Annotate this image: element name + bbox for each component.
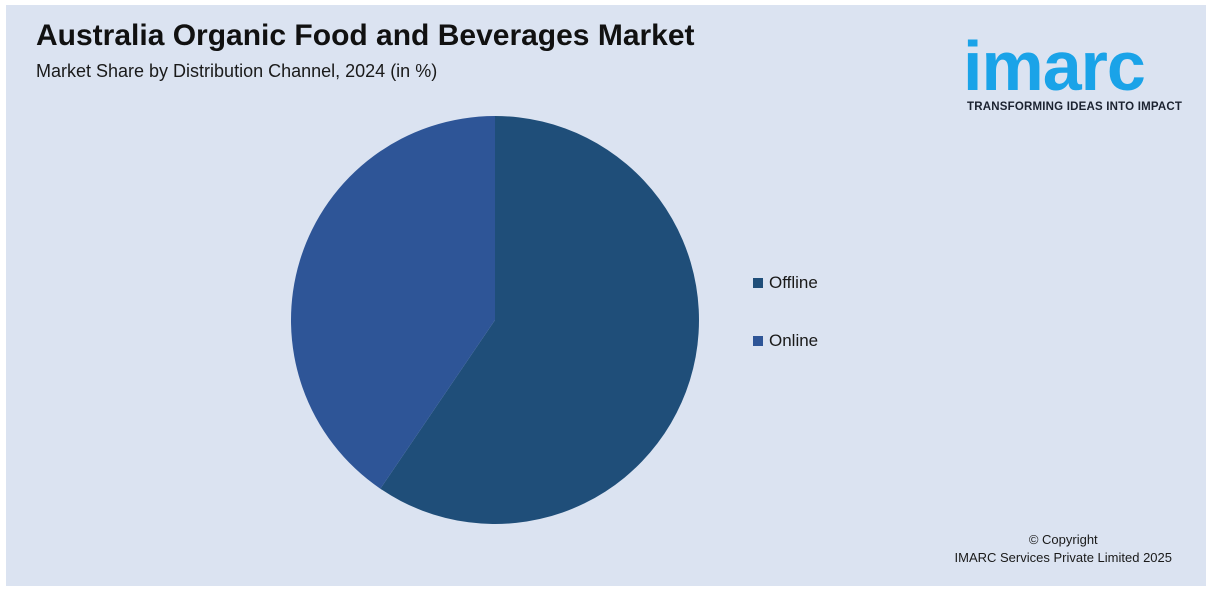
legend-swatch bbox=[753, 278, 763, 288]
chart-legend: Offline Online bbox=[753, 273, 818, 389]
chart-subtitle: Market Share by Distribution Channel, 20… bbox=[36, 61, 438, 81]
copyright-line-1: © Copyright bbox=[1028, 532, 1098, 547]
copyright-notice: © Copyright IMARC Services Private Limit… bbox=[955, 531, 1172, 567]
legend-item-offline: Offline bbox=[753, 273, 818, 293]
legend-label: Online bbox=[769, 331, 819, 350]
legend-label: Offline bbox=[769, 273, 818, 292]
chart-frame: Australia Organic Food and Beverages Mar… bbox=[6, 5, 1206, 586]
logo-tagline: TRANSFORMING IDEAS INTO IMPACT bbox=[967, 101, 1183, 113]
legend-swatch bbox=[753, 336, 763, 346]
pie-slice-online bbox=[291, 116, 495, 489]
imarc-logo: imarc TRANSFORMING IDEAS INTO IMPACT bbox=[961, 17, 1196, 122]
legend-item-online: Online bbox=[753, 331, 818, 351]
logo-wordmark: imarc bbox=[963, 27, 1146, 105]
pie-chart bbox=[291, 116, 700, 524]
copyright-line-2: IMARC Services Private Limited 2025 bbox=[954, 550, 1172, 565]
chart-title: Australia Organic Food and Beverages Mar… bbox=[36, 19, 695, 52]
pie-slice-offline bbox=[380, 116, 700, 524]
